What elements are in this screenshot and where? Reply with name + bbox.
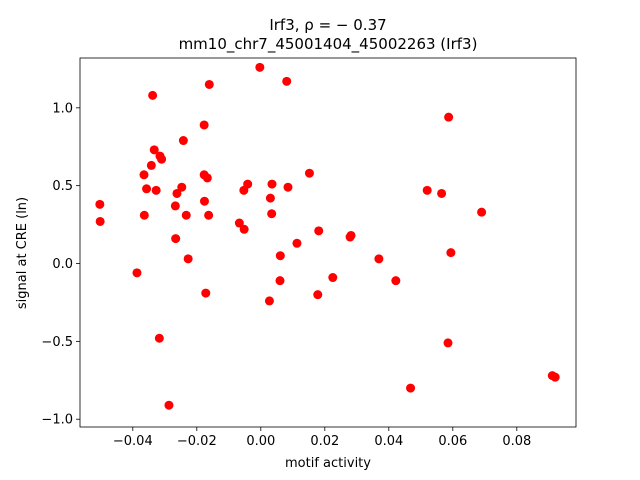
data-point-2 [132,268,142,278]
data-point-7 [146,160,156,170]
data-point-9 [151,185,161,195]
data-point-20 [183,254,193,264]
data-point-47 [346,230,356,240]
data-point-6 [148,90,158,100]
y-tick-label: 0.5 [52,179,73,194]
x-tick-label: −0.02 [177,434,217,449]
data-point-53 [443,338,453,348]
data-point-44 [313,290,323,300]
data-point-50 [406,383,416,393]
data-point-12 [154,333,164,343]
plot-area [79,57,577,428]
data-point-39 [282,76,292,86]
data-point-25 [204,79,214,89]
data-point-3 [139,170,149,180]
data-point-52 [437,188,447,198]
x-tick-label: 0.02 [310,434,339,449]
data-point-1 [95,216,105,226]
data-point-30 [239,224,249,234]
x-tick-label: 0.04 [374,434,403,449]
data-point-28 [234,218,244,228]
data-point-51 [422,185,432,195]
data-point-18 [178,136,188,146]
data-point-42 [304,168,314,178]
data-point-21 [199,120,209,130]
data-point-35 [267,209,277,219]
data-point-37 [275,251,285,261]
data-point-54 [444,112,454,122]
data-point-33 [265,193,275,203]
data-point-45 [328,273,338,283]
y-axis: −1.0 −0.5 0.0 0.5 1.0 [41,101,80,428]
data-point-36 [264,296,274,306]
x-axis: −0.04 −0.02 0.00 0.02 0.04 0.06 0.08 [113,427,531,449]
data-point-38 [275,276,285,286]
data-point-49 [391,276,401,286]
x-axis-label: motif activity [285,456,371,471]
data-point-16 [171,234,181,244]
data-point-8 [149,145,159,155]
axes-frame [79,57,577,428]
data-point-14 [170,201,180,211]
data-point-48 [374,254,384,264]
data-point-13 [164,400,174,410]
data-point-17 [177,182,187,192]
data-point-5 [142,184,152,194]
y-tick-label: 0.0 [52,257,73,272]
data-point-56 [477,207,487,217]
data-point-41 [292,238,302,248]
data-point-34 [267,179,277,189]
chart-title-line1: Irf3, ρ = − 0.37 [269,16,386,34]
data-points [95,62,560,410]
x-tick-label: 0.08 [502,434,531,449]
data-point-27 [201,288,211,298]
y-axis-label: signal at CRE (ln) [15,197,30,309]
data-point-26 [204,210,214,220]
x-tick-label: 0.00 [246,434,275,449]
data-point-55 [446,248,456,258]
data-point-0 [95,199,105,209]
y-tick-label: −0.5 [41,335,73,350]
y-tick-label: −1.0 [41,413,73,428]
data-point-43 [314,226,324,236]
data-point-4 [139,210,149,220]
x-tick-label: 0.06 [438,434,467,449]
data-point-19 [181,210,191,220]
data-point-40 [283,182,293,192]
data-point-58 [550,372,560,382]
data-point-32 [255,62,265,72]
data-point-24 [202,173,212,183]
data-point-11 [157,154,167,164]
data-point-15 [172,188,182,198]
data-point-31 [243,179,253,189]
chart-title-line2: mm10_chr7_45001404_45002263 (Irf3) [179,35,478,54]
x-tick-label: −0.04 [113,434,153,449]
y-tick-label: 1.0 [52,101,73,116]
data-point-23 [199,196,209,206]
